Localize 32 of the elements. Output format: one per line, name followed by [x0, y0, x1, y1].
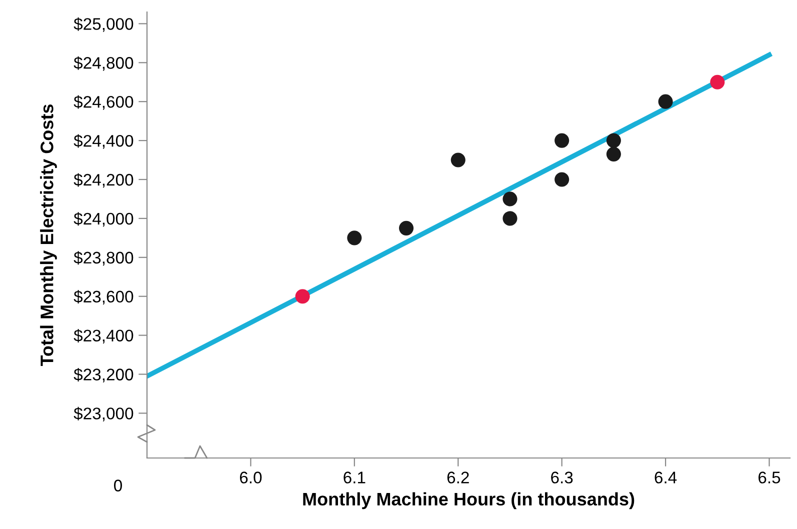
y-tick-label: $23,000 [74, 406, 134, 422]
x-axis-title: Monthly Machine Hours (in thousands) [303, 492, 634, 510]
point [502, 192, 518, 206]
y-axis-title: Total Monthly Electricity Costs [40, 104, 57, 366]
y-tick-label: $25,000 [74, 17, 134, 32]
y-tick-label: $23,400 [74, 329, 134, 344]
point [295, 289, 310, 304]
y-tick-label: $24,200 [74, 173, 134, 188]
y-tick-label: $24,600 [74, 95, 134, 110]
point [347, 230, 362, 246]
y-tick-label: $23,600 [74, 290, 134, 305]
y-tick-label: $23,200 [74, 368, 134, 382]
y-tick-label: $24,000 [74, 212, 134, 227]
point [502, 211, 518, 226]
x-tick-label: 6.3 [551, 472, 573, 484]
x-tick-label: 6.0 [240, 472, 262, 484]
y-tick-label: $24,800 [74, 56, 134, 71]
point [450, 152, 466, 168]
point [606, 133, 621, 148]
point [554, 172, 570, 187]
point [398, 220, 414, 236]
x-tick-label: 6.2 [447, 472, 469, 484]
point [658, 94, 673, 109]
point [606, 146, 621, 162]
x-tick-label: 6.4 [654, 472, 677, 484]
point [554, 133, 570, 148]
x-tick-label: 6.1 [344, 472, 366, 484]
point [710, 74, 725, 90]
y-tick-label: $24,400 [74, 134, 134, 149]
text: 0 [114, 480, 122, 492]
y-tick-label: $23,800 [74, 251, 134, 266]
x-tick-label: 6.5 [758, 472, 780, 484]
